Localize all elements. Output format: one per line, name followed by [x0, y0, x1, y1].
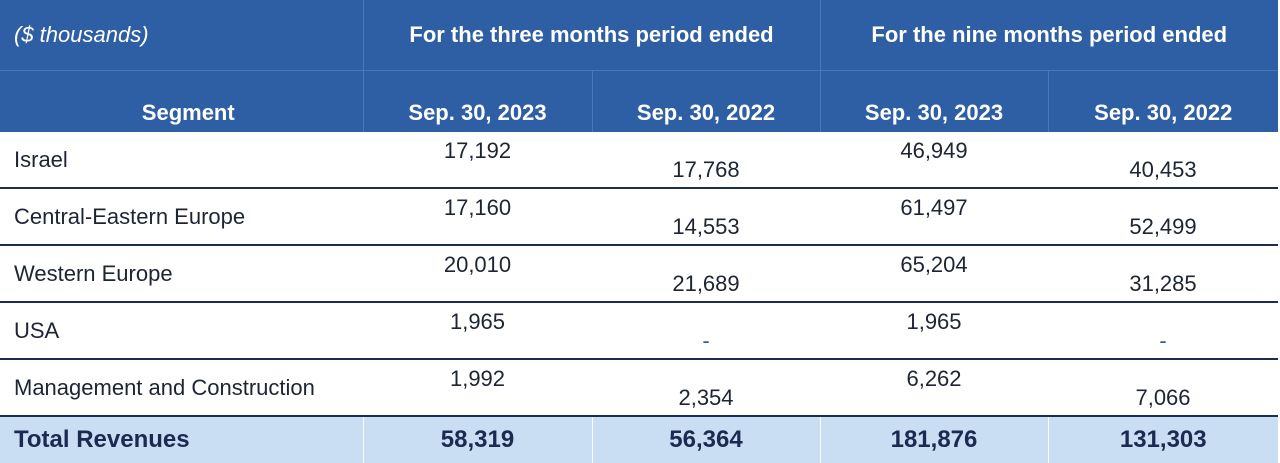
value-cell: 2,354 — [592, 359, 820, 417]
date-header-9m-2023: Sep. 30, 2023 — [820, 70, 1049, 132]
table-row: USA 1,965 - 1,965 - — [0, 302, 1278, 360]
nine-months-header: For the nine months period ended — [820, 0, 1278, 71]
value-cell: 20,010 — [363, 245, 592, 303]
header-row-dates: Segment Sep. 30, 2023 Sep. 30, 2022 Sep.… — [0, 70, 1278, 132]
segment-name: Management and Construction — [0, 359, 363, 417]
unit-label: ($ thousands) — [0, 0, 364, 71]
total-value-cell: 56,364 — [592, 416, 821, 463]
table-row: Central-Eastern Europe 17,160 14,553 61,… — [0, 188, 1278, 246]
segment-column-header: Segment — [0, 70, 364, 132]
table-row: Western Europe 20,010 21,689 65,204 31,2… — [0, 245, 1278, 303]
total-value-cell: 58,319 — [363, 416, 593, 463]
segment-name: Western Europe — [0, 245, 363, 303]
total-value-cell: 181,876 — [820, 416, 1049, 463]
value-cell: 61,497 — [820, 188, 1048, 246]
date-header-9m-2022: Sep. 30, 2022 — [1048, 70, 1278, 132]
segment-name: USA — [0, 302, 363, 360]
value-cell: 65,204 — [820, 245, 1048, 303]
value-cell: - — [592, 302, 820, 360]
value-cell: 1,965 — [363, 302, 592, 360]
value-cell: 17,768 — [592, 132, 820, 189]
table-row: Management and Construction 1,992 2,354 … — [0, 359, 1278, 417]
value-cell: 31,285 — [1048, 245, 1278, 303]
value-cell: 1,992 — [363, 359, 592, 417]
value-cell: 21,689 — [592, 245, 820, 303]
value-cell: 1,965 — [820, 302, 1048, 360]
date-header-3m-2022: Sep. 30, 2022 — [592, 70, 821, 132]
value-cell: 17,192 — [363, 132, 592, 189]
value-cell: 52,499 — [1048, 188, 1278, 246]
value-cell: - — [1048, 302, 1278, 360]
table-row: Israel 17,192 17,768 46,949 40,453 — [0, 132, 1278, 189]
value-cell: 7,066 — [1048, 359, 1278, 417]
total-value-cell: 131,303 — [1048, 416, 1278, 463]
three-months-header: For the three months period ended — [363, 0, 821, 71]
date-header-3m-2023: Sep. 30, 2023 — [363, 70, 593, 132]
value-cell: 46,949 — [820, 132, 1048, 189]
value-cell: 40,453 — [1048, 132, 1278, 189]
value-cell: 14,553 — [592, 188, 820, 246]
total-row: Total Revenues 58,319 56,364 181,876 131… — [0, 416, 1278, 463]
segment-name: Israel — [0, 132, 363, 189]
value-cell: 17,160 — [363, 188, 592, 246]
segment-name: Central-Eastern Europe — [0, 188, 363, 246]
value-cell: 6,262 — [820, 359, 1048, 417]
header-row-periods: ($ thousands) For the three months perio… — [0, 0, 1278, 71]
total-label: Total Revenues — [0, 416, 364, 463]
